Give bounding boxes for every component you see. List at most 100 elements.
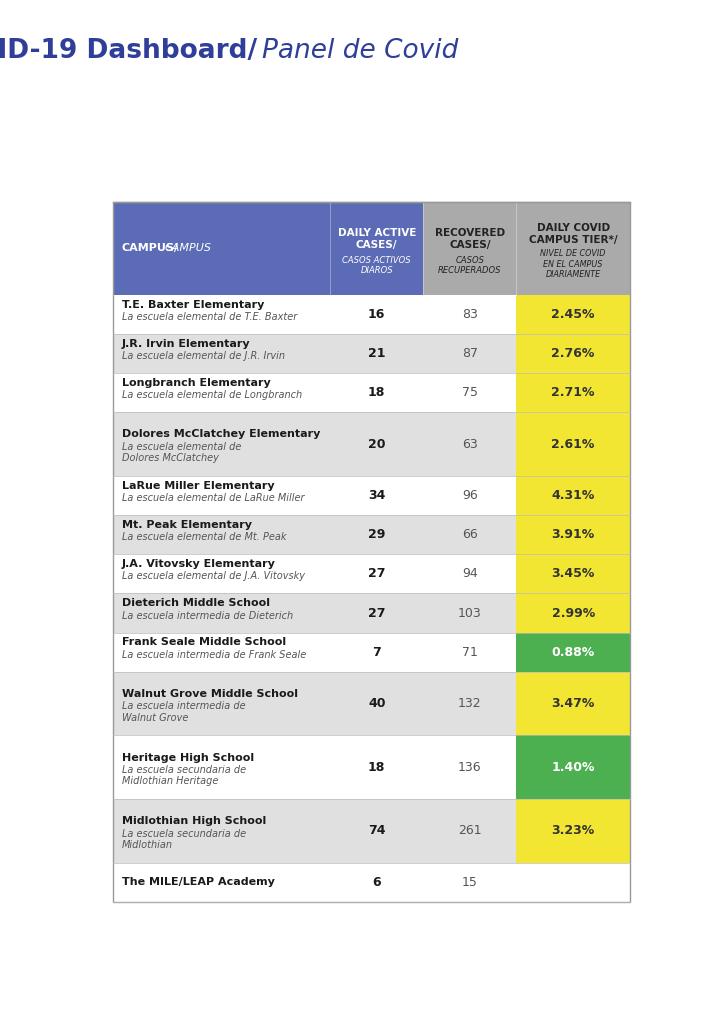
Text: 3.23%: 3.23%	[552, 824, 594, 838]
Text: 15: 15	[462, 876, 478, 889]
Bar	[113, 672, 516, 735]
Text: DAILY COVID
CAMPUS TIER*/: DAILY COVID CAMPUS TIER*/	[529, 223, 618, 245]
Text: La escuela elemental de T.E. Baxter: La escuela elemental de T.E. Baxter	[122, 312, 297, 322]
Bar	[113, 799, 516, 863]
Text: 87: 87	[462, 347, 478, 360]
Text: La escuela intermedia de Frank Seale: La escuela intermedia de Frank Seale	[122, 650, 306, 659]
Text: 3.47%: 3.47%	[552, 697, 594, 710]
Text: 27: 27	[368, 567, 386, 581]
Bar	[516, 863, 630, 902]
Bar	[516, 413, 630, 476]
Text: NIVEL DE COVID
EN EL CAMPUS
DIARIAMENTE: NIVEL DE COVID EN EL CAMPUS DIARIAMENTE	[540, 249, 606, 279]
Text: 2.76%: 2.76%	[552, 347, 594, 360]
Bar	[516, 594, 630, 633]
Text: La escuela intermedia de Dieterich: La escuela intermedia de Dieterich	[122, 610, 293, 621]
Bar	[113, 202, 423, 295]
Bar	[516, 735, 630, 799]
Text: 16: 16	[368, 308, 386, 321]
Text: 40: 40	[368, 697, 386, 710]
Text: Heritage High School: Heritage High School	[122, 753, 254, 763]
Text: La escuela secundaria de
Midlothian Heritage: La escuela secundaria de Midlothian Heri…	[122, 765, 246, 786]
Text: RECOVERED
CASES/: RECOVERED CASES/	[435, 228, 505, 250]
Text: La escuela elemental de J.A. Vitovsky: La escuela elemental de J.A. Vitovsky	[122, 571, 304, 582]
Text: 75: 75	[462, 386, 478, 399]
Text: 34: 34	[368, 489, 386, 502]
Bar	[113, 295, 516, 334]
Text: 66: 66	[462, 528, 478, 541]
Text: CAMPUS: CAMPUS	[165, 244, 211, 253]
Bar	[113, 202, 630, 902]
Text: 71: 71	[462, 646, 478, 658]
Text: Midlothian High School: Midlothian High School	[122, 816, 266, 826]
Text: 63: 63	[462, 437, 478, 451]
Text: 2.61%: 2.61%	[552, 437, 594, 451]
Text: 21: 21	[368, 347, 386, 360]
Text: COVID-19 Dashboard/: COVID-19 Dashboard/	[0, 38, 257, 63]
Text: 20: 20	[368, 437, 386, 451]
Bar	[516, 799, 630, 863]
Bar	[113, 413, 516, 476]
Bar	[516, 515, 630, 554]
Bar	[423, 202, 630, 295]
Text: Longbranch Elementary: Longbranch Elementary	[122, 378, 270, 388]
Text: CAMPUS/: CAMPUS/	[122, 244, 178, 253]
Text: La escuela secundaria de
Midlothian: La escuela secundaria de Midlothian	[122, 828, 246, 850]
Text: La escuela elemental de Mt. Peak: La escuela elemental de Mt. Peak	[122, 532, 286, 543]
Text: DAILY ACTIVE
CASES/: DAILY ACTIVE CASES/	[338, 228, 416, 250]
Text: 3.45%: 3.45%	[552, 567, 594, 581]
Text: CASOS ACTIVOS
DIAROS: CASOS ACTIVOS DIAROS	[342, 256, 411, 275]
Text: La escuela intermedia de
Walnut Grove: La escuela intermedia de Walnut Grove	[122, 701, 245, 723]
Text: 18: 18	[368, 386, 386, 399]
Text: 74: 74	[368, 824, 386, 838]
Text: La escuela elemental de LaRue Miller: La escuela elemental de LaRue Miller	[122, 494, 304, 503]
Text: 2.99%: 2.99%	[552, 606, 594, 620]
Bar	[113, 863, 516, 902]
Text: 96: 96	[462, 489, 478, 502]
Text: Mt. Peak Elementary: Mt. Peak Elementary	[122, 520, 252, 530]
Text: 103: 103	[458, 606, 481, 620]
Text: 132: 132	[458, 697, 481, 710]
Bar	[516, 373, 630, 413]
Bar	[516, 295, 630, 334]
Text: 1.40%: 1.40%	[552, 761, 595, 774]
Text: 18: 18	[368, 761, 386, 774]
Bar	[516, 633, 630, 672]
Text: 83: 83	[462, 308, 478, 321]
Text: Frank Seale Middle School: Frank Seale Middle School	[122, 638, 286, 647]
Text: La escuela elemental de
Dolores McClatchey: La escuela elemental de Dolores McClatch…	[122, 441, 241, 463]
Text: 261: 261	[458, 824, 481, 838]
Text: 7: 7	[373, 646, 381, 658]
Text: 2.45%: 2.45%	[552, 308, 595, 321]
Text: T.E. Baxter Elementary: T.E. Baxter Elementary	[122, 300, 264, 309]
Text: J.R. Irvin Elementary: J.R. Irvin Elementary	[122, 339, 250, 349]
Text: CASOS
RECUPERADOS: CASOS RECUPERADOS	[438, 256, 502, 275]
Text: 0.88%: 0.88%	[552, 646, 594, 658]
Text: Dieterich Middle School: Dieterich Middle School	[122, 598, 270, 608]
Bar	[516, 476, 630, 515]
Text: 136: 136	[458, 761, 481, 774]
Text: La escuela elemental de J.R. Irvin: La escuela elemental de J.R. Irvin	[122, 351, 284, 361]
Text: La escuela elemental de Longbranch: La escuela elemental de Longbranch	[122, 390, 302, 400]
Text: The MILE/LEAP Academy: The MILE/LEAP Academy	[122, 878, 274, 888]
Text: 29: 29	[368, 528, 386, 541]
Text: Panel de Covid: Panel de Covid	[262, 38, 459, 63]
Bar	[113, 594, 516, 633]
Text: 2.71%: 2.71%	[552, 386, 595, 399]
Bar	[113, 515, 516, 554]
Bar	[113, 633, 516, 672]
Text: 4.31%: 4.31%	[552, 489, 594, 502]
Text: 94: 94	[462, 567, 478, 581]
Bar	[113, 735, 516, 799]
Text: 3.91%: 3.91%	[552, 528, 594, 541]
Bar	[113, 554, 516, 594]
Text: Dolores McClatchey Elementary: Dolores McClatchey Elementary	[122, 429, 320, 439]
Bar	[113, 476, 516, 515]
Text: LaRue Miller Elementary: LaRue Miller Elementary	[122, 481, 274, 490]
Bar	[516, 672, 630, 735]
Text: 27: 27	[368, 606, 386, 620]
Bar	[113, 373, 516, 413]
Bar	[516, 554, 630, 594]
Text: J.A. Vitovsky Elementary: J.A. Vitovsky Elementary	[122, 559, 276, 569]
Bar	[516, 334, 630, 373]
Text: Walnut Grove Middle School: Walnut Grove Middle School	[122, 689, 297, 698]
